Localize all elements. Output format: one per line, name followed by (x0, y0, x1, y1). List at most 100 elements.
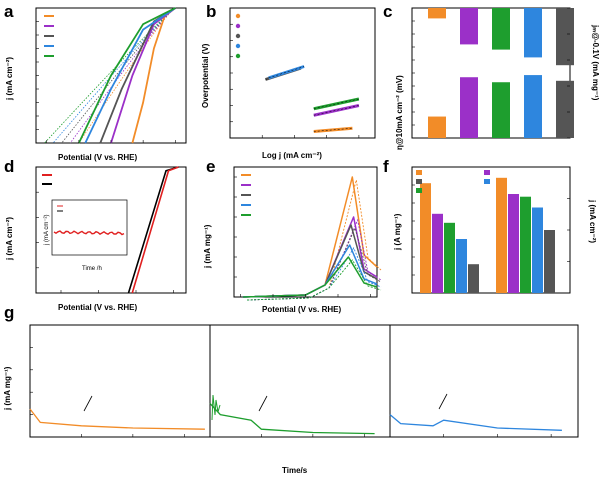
panel-g-frame-1 (29, 324, 211, 438)
panel-e-yticks (234, 176, 237, 298)
panel-f-bar (496, 177, 507, 293)
panel-f-bar (456, 239, 467, 293)
panel-f: f j (A mg⁻¹) j (mA cm⁻²) (383, 157, 597, 294)
panel-b-fit-line (313, 104, 360, 117)
panel-d-curve-initial (131, 166, 179, 294)
panel-g-curve-noise (211, 394, 221, 421)
panel-b-fit-lines (264, 65, 360, 133)
panel-f-bar (544, 230, 555, 293)
panel-f-bar (508, 194, 519, 293)
panel-d-legend (42, 174, 52, 185)
panel-c-bar-eta (524, 75, 542, 138)
co-injection-arrow (258, 395, 268, 412)
panel-d-curve-after-cycles (127, 166, 179, 294)
panel-a-curve (84, 7, 176, 144)
panel-a-curve (78, 7, 176, 144)
panel-c-label: c (383, 2, 392, 21)
inset-stability-trace (53, 230, 125, 236)
inset-ylabel: j (mA cm⁻²) (44, 215, 50, 247)
panel-b-fit-line (268, 65, 305, 80)
panel-f-yticks-left (412, 166, 415, 294)
panel-g-frame-3 (389, 324, 579, 438)
panel-f-yticks-right (567, 166, 570, 294)
panel-a: a Potential (V vs. RHE) j (mA cm⁻²) (4, 2, 187, 162)
panel-c-bar-jm (492, 8, 510, 50)
panel-g-frame-2 (209, 324, 391, 438)
panel-c-bar-eta (460, 77, 478, 138)
panel-a-yticks (36, 7, 39, 144)
panel-c-bar-eta (428, 116, 446, 138)
panel-f-bar (468, 264, 479, 293)
panel-d-label: d (4, 157, 14, 176)
panel-e-curve (243, 216, 378, 298)
panel-a-dotted-curve (69, 7, 176, 144)
panel-f-bar (432, 213, 443, 293)
panel-b-legend-marker (235, 23, 241, 29)
panel-e-ylabel: j (mA mg⁻¹) (203, 224, 212, 269)
panel-d-curves (127, 166, 179, 294)
co-injection-arrow (83, 395, 93, 412)
panel-e-frame (233, 166, 378, 298)
panel-c-bars (428, 8, 574, 138)
panel-f-legend-swatch (484, 170, 490, 175)
panel-g-xlabel: Time/s (282, 466, 308, 475)
panel-c-yticks-right (567, 7, 570, 139)
panel-a-curves (44, 7, 176, 144)
panel-g: g Time/s j (mA mg⁻¹) 知乎 @科学材料站 (3, 303, 579, 475)
panel-b-xlabel: Log j (mA cm⁻²) (262, 151, 322, 160)
panel-f-bar (420, 183, 431, 293)
panel-d-frame (35, 166, 187, 294)
panel-c: c η@10mA cm⁻² (mV) jₘ@-0.1V (mA mg⁻¹) (383, 2, 600, 150)
panel-g-ylabel: j (mA mg⁻¹) (3, 366, 12, 411)
panel-b-legend-marker (235, 43, 241, 49)
panel-e-curve-dashed (247, 247, 382, 301)
panel-f-legend-swatch (484, 179, 490, 184)
panel-b: b Log j (mA cm⁻²) Overpotential (V) (201, 2, 376, 160)
panel-g-xticks (29, 434, 552, 437)
panel-a-dotted-curve (78, 7, 176, 144)
panel-d: d Time /h j (mA cm⁻²) Potential (V vs. R… (4, 157, 187, 312)
panel-e-label: e (206, 157, 215, 176)
panel-b-fit-line (313, 97, 360, 111)
panel-g-curves (29, 394, 562, 435)
panel-c-bar-eta (492, 82, 510, 138)
panel-b-legend-marker (235, 53, 241, 59)
panel-e-legend (241, 174, 251, 216)
panel-f-legend-swatch (416, 179, 422, 184)
panel-c-bar-jm (428, 8, 446, 19)
panel-b-yticks (230, 7, 233, 139)
inset-legend (57, 205, 63, 212)
panel-c-bar-eta (556, 80, 574, 138)
panel-b-ylabel: Overpotential (V) (201, 43, 210, 108)
panel-f-ylabel-right: j (mA cm⁻²) (588, 199, 597, 243)
panel-a-xticks (46, 140, 176, 143)
panel-f-legend-swatch (416, 170, 422, 175)
panel-e-xticks (240, 294, 371, 297)
panel-c-ylabel-right: jₘ@-0.1V (mA mg⁻¹) (591, 24, 600, 101)
panel-e-curve-dashed (247, 218, 382, 301)
panel-e-curve-dashed (247, 179, 382, 301)
panel-c-bar-jm (460, 8, 478, 45)
panel-a-xlabel: Potential (V vs. RHE) (58, 153, 137, 162)
co-injection-arrow (438, 393, 448, 410)
panel-g-curve (389, 414, 562, 431)
watermark: 知乎 @科学材料站 (468, 461, 560, 475)
panel-g-label: g (4, 303, 14, 322)
panel-g-curve (209, 402, 375, 435)
panel-c-ylabel-left: η@10mA cm⁻² (mV) (395, 75, 404, 150)
panel-f-legend-swatch (416, 188, 422, 193)
panel-c-bar-jm (524, 8, 542, 58)
panel-e: e Potential (V vs. RHE) j (mA mg⁻¹) (203, 157, 382, 314)
panel-f-bar (520, 196, 531, 293)
panel-f-label: f (383, 157, 389, 176)
panel-g-yticks (30, 324, 33, 438)
panel-d-xticks (60, 290, 174, 293)
panel-f-bars (420, 177, 555, 293)
panel-f-legend (416, 170, 490, 193)
panel-a-curve (131, 7, 176, 144)
panel-b-xticks (229, 135, 360, 138)
panel-b-label: b (206, 2, 216, 21)
panel-b-legend-marker (235, 33, 241, 39)
panel-b-fit-dash (313, 128, 353, 132)
